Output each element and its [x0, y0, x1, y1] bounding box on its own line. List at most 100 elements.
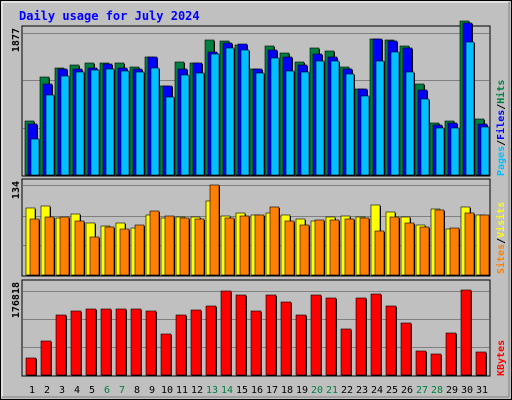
day-label-25: 25 [386, 385, 398, 396]
bar-kbytes-30 [460, 289, 472, 376]
legend-sites: Sites [495, 244, 507, 274]
day-label-4: 4 [74, 385, 80, 396]
bar-pages-9 [150, 67, 160, 176]
bar-sites-7 [119, 228, 130, 276]
bar-pages-14 [225, 47, 235, 176]
bar-sites-28 [434, 209, 445, 276]
bar-kbytes-31 [475, 351, 487, 376]
bar-pages-20 [315, 60, 325, 176]
day-label-18: 18 [281, 385, 293, 396]
bar-pages-18 [285, 70, 295, 176]
day-label-1: 1 [29, 385, 35, 396]
bar-sites-27 [419, 226, 430, 276]
bar-kbytes-12 [190, 309, 202, 376]
bar-kbytes-14 [220, 290, 232, 376]
bar-sites-3 [59, 216, 70, 276]
bar-sites-21 [329, 219, 340, 276]
bar-pages-10 [165, 96, 175, 176]
bar-sites-17 [269, 206, 280, 276]
bar-sites-30 [464, 212, 475, 276]
bar-pages-3 [60, 75, 70, 176]
bar-sites-22 [344, 218, 355, 276]
bar-sites-5 [89, 236, 100, 276]
bar-sites-1 [29, 218, 40, 276]
legend-hits: Hits [495, 80, 507, 104]
bar-pages-16 [255, 72, 265, 176]
bar-kbytes-28 [430, 353, 442, 376]
bar-pages-29 [450, 127, 460, 176]
day-label-27: 27 [416, 385, 428, 396]
bar-sites-25 [389, 216, 400, 276]
bar-kbytes-25 [385, 305, 397, 376]
bar-sites-20 [314, 219, 325, 276]
bar-sites-16 [254, 214, 265, 276]
bar-sites-19 [299, 224, 310, 276]
bar-pages-24 [375, 60, 385, 176]
bar-sites-11 [179, 217, 190, 276]
day-label-10: 10 [161, 385, 173, 396]
bar-sites-29 [449, 227, 460, 276]
bar-pages-13 [210, 53, 220, 176]
bar-sites-18 [284, 220, 295, 276]
bar-pages-6 [105, 68, 115, 176]
day-label-16: 16 [251, 385, 263, 396]
day-label-8: 8 [134, 385, 140, 396]
bar-sites-26 [404, 222, 415, 276]
legend-files: Files [495, 110, 507, 140]
bar-kbytes-15 [235, 294, 247, 376]
day-label-19: 19 [296, 385, 308, 396]
bar-pages-27 [420, 98, 430, 176]
bar-kbytes-11 [175, 314, 187, 376]
bar-kbytes-17 [265, 294, 277, 376]
bar-kbytes-3 [55, 314, 67, 376]
bar-sites-14 [224, 217, 235, 276]
bar-pages-28 [435, 127, 445, 176]
day-label-21: 21 [326, 385, 338, 396]
day-label-17: 17 [266, 385, 278, 396]
bar-sites-13 [209, 184, 220, 276]
bars [24, 20, 490, 376]
bar-sites-4 [74, 220, 85, 276]
bar-kbytes-1 [25, 357, 37, 376]
bar-kbytes-20 [310, 294, 322, 376]
legend-sep-3: / [496, 238, 507, 244]
day-label-20: 20 [311, 385, 323, 396]
max-label-visits: 134 [11, 181, 22, 199]
day-label-30: 30 [461, 385, 473, 396]
bar-pages-22 [345, 73, 355, 176]
bar-kbytes-8 [130, 308, 142, 376]
bar-sites-24 [374, 230, 385, 276]
bar-kbytes-2 [40, 340, 52, 376]
chart-title: Daily usage for July 2024 [19, 9, 200, 23]
bar-pages-2 [45, 94, 55, 176]
day-label-28: 28 [431, 385, 443, 396]
day-label-24: 24 [371, 385, 383, 396]
day-label-29: 29 [446, 385, 458, 396]
day-labels: 1 2 3 4 5 6 7 8 9 10 11 12 13 14 15 16 17 18 19 20 21 22 23 24 2… [29, 385, 488, 396]
bar-kbytes-9 [145, 310, 157, 376]
bar-pages-30 [465, 41, 475, 176]
legend-visits-sites: Sites/Visits [495, 202, 507, 274]
bar-pages-19 [300, 71, 310, 176]
day-label-26: 26 [401, 385, 413, 396]
day-label-15: 15 [236, 385, 248, 396]
bar-kbytes-13 [205, 305, 217, 376]
bar-pages-7 [120, 70, 130, 176]
bar-pages-21 [330, 60, 340, 176]
bar-pages-23 [360, 95, 370, 176]
bar-pages-5 [90, 69, 100, 176]
legend-sep-1: / [496, 140, 507, 146]
bar-pages-26 [405, 71, 415, 176]
bar-pages-8 [135, 71, 145, 176]
max-label-hits: 1877 [11, 28, 22, 52]
bar-pages-12 [195, 72, 205, 176]
bar-sites-12 [194, 218, 205, 276]
day-label-14: 14 [221, 385, 233, 396]
bar-kbytes-18 [280, 301, 292, 376]
bar-kbytes-16 [250, 310, 262, 376]
bar-sites-31 [479, 214, 490, 276]
day-label-2: 2 [44, 385, 50, 396]
bar-sites-15 [239, 215, 250, 276]
bar-kbytes-23 [355, 297, 367, 376]
bar-pages-17 [270, 57, 280, 176]
